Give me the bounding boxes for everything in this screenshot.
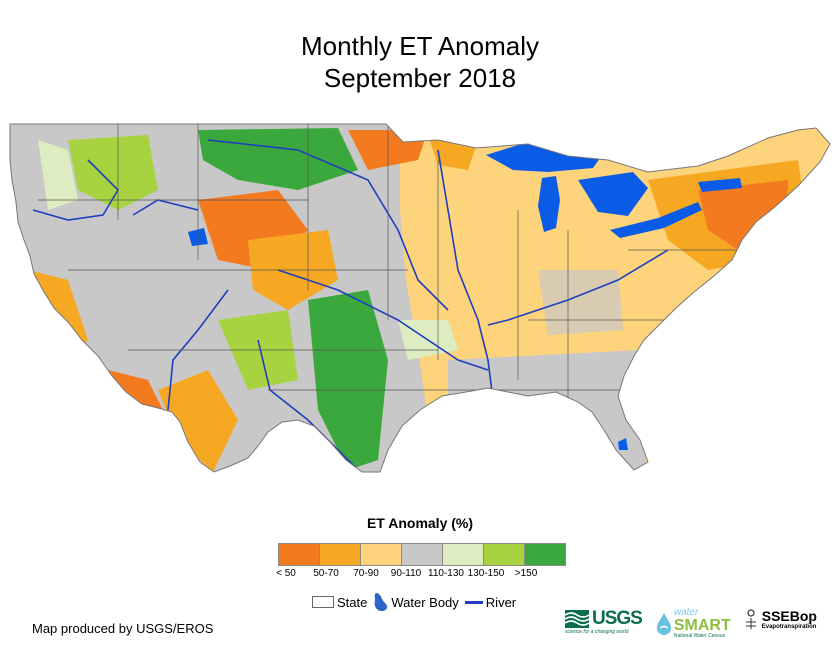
region-arizona-dry <box>158 370 238 472</box>
legend-swatches <box>278 543 566 566</box>
watersmart-logo: water SMART National Water Census <box>656 608 731 639</box>
lake-ontario <box>698 178 742 192</box>
map-title-line2: September 2018 <box>323 63 517 93</box>
conus-et-anomaly-map <box>9 123 831 473</box>
legend-label-70-90: 70-90 <box>353 568 379 579</box>
legend-label-110-130: 110-130 <box>428 568 464 579</box>
sun-water-icon <box>745 609 756 629</box>
ssebop-wordmark: SSEBop <box>761 608 817 624</box>
map-title: Monthly ET Anomaly September 2018 <box>0 30 840 94</box>
ssebop-logo: SSEBop Evapotranspiration <box>743 608 817 632</box>
logo-strip: USGS science for a changing world water … <box>565 608 817 639</box>
legend-swatch-lt50 <box>279 544 320 565</box>
river-rio-grande <box>257 339 359 471</box>
legend-label-90-110: 90-110 <box>390 568 422 579</box>
water-drop-icon <box>374 593 388 612</box>
legend-swatch-110-130 <box>443 544 484 565</box>
region-southeast-near-normal <box>448 350 648 472</box>
river-arkansas <box>277 269 489 371</box>
credit-text: Map produced by USGS/EROS <box>32 621 214 636</box>
legend-label-lt50: < 50 <box>276 568 296 579</box>
usgs-wordmark: USGS <box>592 608 643 629</box>
water-droplet-icon <box>656 612 671 635</box>
legend-label-50-70: 50-70 <box>313 568 339 579</box>
lake-michigan <box>538 176 560 232</box>
region-ohio-valley-near-normal <box>538 270 623 335</box>
lake-okeechobee <box>618 438 628 450</box>
lake-erie <box>610 202 702 238</box>
usgs-wave-icon <box>565 610 589 628</box>
legend-swatch-50-70 <box>320 544 361 565</box>
legend-swatch-70-90 <box>361 544 402 565</box>
key-water-body: Water Body <box>373 592 459 612</box>
legend-swatch-90-110 <box>402 544 443 565</box>
river-line-icon <box>464 600 483 604</box>
river-columbia <box>32 159 120 221</box>
region-pacific-northwest-slightly-wet <box>38 140 78 210</box>
legend-range-labels: < 50 50-70 70-90 90-110 110-130 130-150 … <box>266 568 546 579</box>
usgs-logo: USGS science for a changing world <box>565 608 643 635</box>
lake-huron <box>578 172 648 216</box>
watersmart-smart-text: SMART <box>673 617 731 634</box>
key-state: State <box>312 595 367 610</box>
legend-swatch-gt150 <box>525 544 565 565</box>
watersmart-water-text: water <box>673 607 699 618</box>
key-state-label: State <box>337 594 368 610</box>
key-river-label: River <box>485 594 517 610</box>
usgs-tagline: science for a changing world <box>565 629 629 635</box>
region-texas-panhandle-very-wet <box>308 290 388 470</box>
map-title-line1: Monthly ET Anomaly <box>301 31 539 61</box>
river-colorado <box>167 289 229 411</box>
legend-label-130-150: 130-150 <box>467 568 505 579</box>
map-key: State Water Body River <box>312 592 522 612</box>
legend-label-gt150: >150 <box>514 568 538 579</box>
watersmart-subtitle: National Water Census <box>673 633 726 639</box>
key-river: River <box>464 594 517 610</box>
legend-swatch-130-150 <box>484 544 525 565</box>
legend-title: ET Anomaly (%) <box>366 515 474 531</box>
key-water-body-label: Water Body <box>391 594 459 610</box>
river-missouri <box>207 139 449 311</box>
region-washington-wet <box>68 135 158 210</box>
state-box-icon <box>312 596 334 608</box>
ssebop-subtitle: Evapotranspiration <box>761 624 817 630</box>
